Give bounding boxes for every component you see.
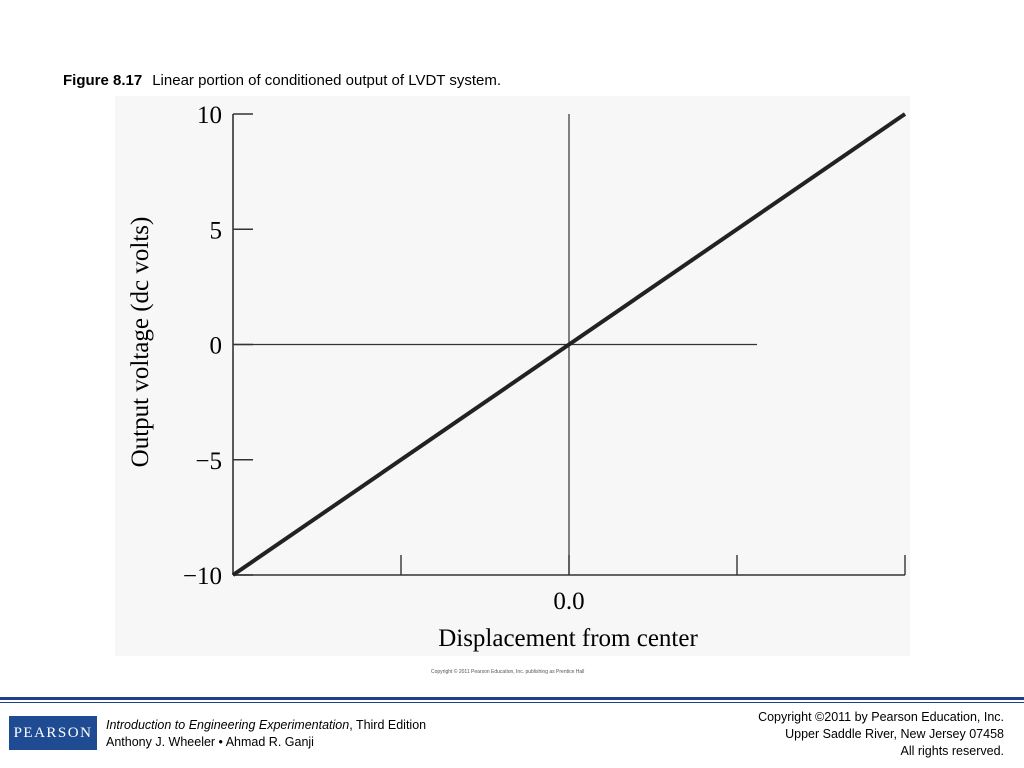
copyright-line-3: All rights reserved. — [900, 744, 1004, 758]
series-group — [231, 112, 907, 577]
figure-copyright-note: Copyright © 2011 Pearson Education, Inc.… — [431, 669, 585, 675]
copyright-line-1: Copyright ©2011 by Pearson Education, In… — [758, 710, 1004, 724]
book-edition: , Third Edition — [349, 718, 427, 732]
y-axis-label: Output voltage (dc volts) — [127, 217, 154, 468]
y-tick-label: −5 — [195, 448, 222, 475]
x-axis-label: Displacement from center — [438, 625, 698, 652]
y-tick-label: −10 — [183, 563, 222, 590]
y-tick-label: 5 — [210, 217, 223, 244]
footer-rule — [0, 697, 1024, 700]
footer-book-info: Introduction to Engineering Experimentat… — [106, 717, 426, 751]
y-tick-label: 10 — [197, 102, 222, 129]
figure-caption-text: Linear portion of conditioned output of … — [152, 72, 502, 89]
lvdt-chart: 10 5 0 −5 −10 0.0 Output voltage (dc volts) D… — [127, 102, 907, 652]
footer-copyright: Copyright ©2011 by Pearson Education, In… — [758, 709, 1004, 760]
figure-label: Figure 8.17 — [63, 72, 143, 89]
y-tick-label: 0 — [210, 333, 223, 360]
x-tick-label: 0.0 — [553, 588, 584, 615]
footer-rule-thin — [0, 702, 1024, 703]
pearson-logo: PEARSON — [9, 716, 97, 750]
book-title: Introduction to Engineering Experimentat… — [106, 718, 350, 732]
book-authors: Anthony J. Wheeler • Ahmad R. Ganji — [106, 735, 314, 749]
copyright-line-2: Upper Saddle River, New Jersey 07458 — [785, 727, 1004, 741]
figure-caption: Figure 8.17 Linear portion of conditioned… — [63, 72, 501, 90]
ticks: 10 5 0 −5 −10 0.0 — [183, 102, 906, 615]
series-line — [231, 112, 907, 577]
